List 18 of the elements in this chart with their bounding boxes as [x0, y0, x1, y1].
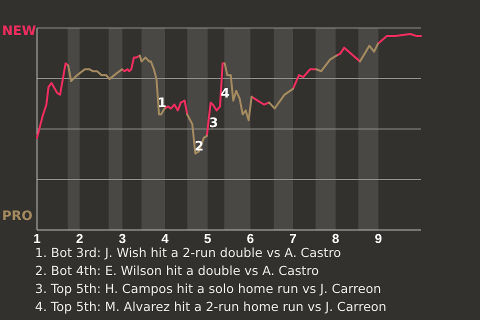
x-tick-label: 5	[204, 231, 212, 246]
x-tick-label: 1	[33, 231, 41, 246]
x-tick-label: 9	[374, 231, 382, 246]
text: NEW	[2, 24, 36, 39]
x-tick-label: 3	[118, 231, 126, 246]
annotation: 2	[194, 139, 204, 154]
annotation: 3	[209, 116, 218, 131]
x-tick-label: 2	[76, 231, 84, 246]
x-tick-label: 8	[332, 231, 340, 246]
text: PRO	[2, 209, 33, 224]
annotation: 1	[157, 96, 167, 112]
text: 3. Top 5th: H. Campos hit a solo home run vs J. Carreon	[35, 281, 382, 296]
x-tick-label: 4	[161, 231, 170, 246]
text: 2. Bot 4th: E. Wilson hit a double vs A. Castro	[35, 263, 319, 278]
x-tick-label: 6	[246, 231, 254, 246]
text: 1. Bot 3rd: J. Wish hit a 2-run double vs A. Castro	[35, 245, 341, 260]
text: 4. Top 5th: M. Alvarez hit a 2-run home run vs J. Carreon	[35, 299, 386, 314]
x-tick-label: 7	[289, 231, 297, 246]
